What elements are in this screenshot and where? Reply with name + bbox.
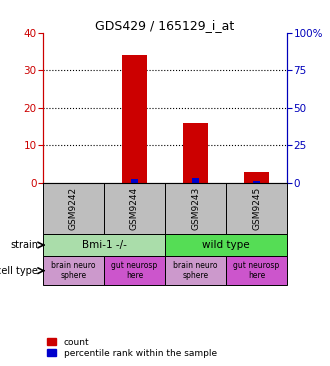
Text: brain neuro
sphere: brain neuro sphere <box>173 261 218 280</box>
Text: GSM9242: GSM9242 <box>69 187 78 230</box>
Bar <box>104 256 165 285</box>
Bar <box>104 183 165 234</box>
Bar <box>192 178 199 183</box>
Bar <box>183 123 208 183</box>
Text: gut neurosp
here: gut neurosp here <box>111 261 158 280</box>
Bar <box>165 256 226 285</box>
Bar <box>131 179 138 183</box>
Bar <box>226 256 287 285</box>
Text: GSM9245: GSM9245 <box>252 187 261 230</box>
Text: GSM9243: GSM9243 <box>191 187 200 230</box>
Bar <box>226 183 287 234</box>
Bar <box>253 182 260 183</box>
Bar <box>43 256 104 285</box>
Bar <box>43 183 104 234</box>
Text: Bmi-1 -/-: Bmi-1 -/- <box>82 240 126 250</box>
Bar <box>244 172 269 183</box>
Text: GSM9244: GSM9244 <box>130 187 139 230</box>
Text: brain neuro
sphere: brain neuro sphere <box>51 261 96 280</box>
Bar <box>165 234 287 256</box>
Bar <box>43 234 165 256</box>
Bar <box>122 55 147 183</box>
Text: cell type: cell type <box>0 266 38 276</box>
Text: gut neurosp
here: gut neurosp here <box>233 261 280 280</box>
Title: GDS429 / 165129_i_at: GDS429 / 165129_i_at <box>95 19 235 32</box>
Text: strain: strain <box>10 240 38 250</box>
Bar <box>165 183 226 234</box>
Legend: count, percentile rank within the sample: count, percentile rank within the sample <box>48 337 217 358</box>
Text: wild type: wild type <box>202 240 250 250</box>
